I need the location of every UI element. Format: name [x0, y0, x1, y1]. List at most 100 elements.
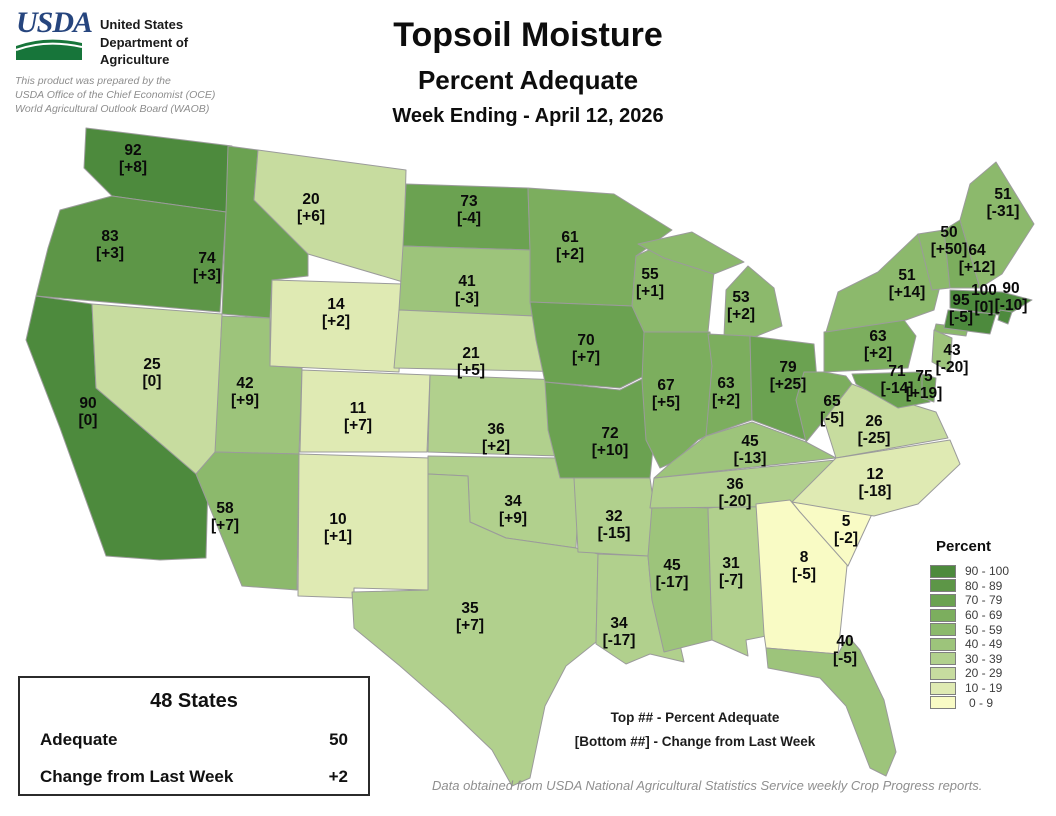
summary-row-adequate: Adequate 50: [20, 730, 368, 750]
title-block: Topsoil Moisture Percent Adequate Week E…: [288, 16, 768, 128]
legend-swatch: [930, 637, 956, 651]
agency-line: Agriculture: [100, 52, 170, 67]
legend-range-label: 50 - 59: [965, 622, 1003, 637]
state-shapes: [25, 127, 1035, 787]
state-label-NM: 10 [+1]: [324, 511, 352, 545]
state-AZ: [195, 451, 300, 591]
state-labels: 92 [+8] 83 [+3] 90 [0] 25 [0] 74 [+3] 20 [+6] 14 [+2]…: [79, 142, 1028, 667]
map-legend: Percent 90 - 100 80 - 89 70 - 79 60 - 69 50 …: [930, 538, 1009, 710]
state-label-VT: 50 [+50]: [931, 224, 968, 258]
state-label-TN: 36 [-20]: [719, 476, 752, 510]
data-source-note: Data obtained from USDA National Agricul…: [432, 778, 983, 793]
state-label-UT: 42 [+9]: [231, 375, 259, 409]
disclaimer-line: USDA Office of the Chief Economist (OCE): [15, 89, 216, 101]
state-FL: [765, 635, 897, 777]
reading-notes: Top ## - Percent Adequate [Bottom ##] - …: [495, 706, 895, 754]
state-label-OK: 34 [+9]: [499, 493, 527, 527]
state-label-AL: 31 [-7]: [719, 555, 743, 589]
legend-range-label: 20 - 29: [965, 666, 1003, 681]
legend-swatch: [930, 652, 956, 666]
state-NM: [297, 453, 431, 599]
legend-row: 20 - 29: [930, 666, 1009, 681]
state-ME: [959, 161, 1035, 289]
state-label-AR: 32 [-15]: [598, 508, 631, 542]
agency-name: United States Department of Agriculture: [100, 16, 188, 69]
state-label-MN: 61 [+2]: [556, 229, 584, 263]
agency-line: United States: [100, 17, 184, 32]
agency-line: Department of: [100, 34, 189, 50]
state-OR: [35, 195, 227, 313]
week-ending-label: Week Ending - April 12, 2026: [392, 105, 664, 127]
state-NC: [791, 439, 961, 517]
state-label-ND: 73 [-4]: [457, 193, 481, 227]
preparer-disclaimer: This product was prepared by the USDA Of…: [15, 74, 215, 116]
state-label-CT: 90 [-10]: [995, 280, 1028, 314]
state-WY: [269, 279, 404, 373]
legend-row: 40 - 49: [930, 637, 1009, 652]
state-MT: [253, 149, 407, 283]
state-label-SD: 41 [-3]: [455, 273, 479, 307]
legend-row: 80 - 89: [930, 579, 1009, 594]
state-label-NE: 21 [+5]: [457, 345, 485, 379]
state-DE: [921, 373, 937, 403]
state-NJ: [931, 329, 953, 373]
state-CT: [943, 309, 997, 335]
state-label-WY: 14 [+2]: [322, 296, 350, 330]
state-MA: [949, 289, 1033, 317]
usda-logo-text: USDA: [16, 6, 93, 39]
legend-range-label: 0 - 9: [969, 695, 994, 710]
state-label-TX: 35 [+7]: [456, 600, 484, 634]
state-label-LA: 34 [-17]: [603, 615, 636, 649]
state-label-OH: 79 [+25]: [770, 359, 807, 393]
state-label-MT: 20 [+6]: [297, 191, 325, 225]
legend-row: 60 - 69: [930, 608, 1009, 623]
state-label-MA: 95 [-5]: [949, 292, 973, 326]
summary-row-value: +2: [328, 767, 348, 786]
legend-row: 90 - 100: [930, 564, 1009, 579]
state-label-WV: 65 [-5]: [820, 393, 844, 427]
legend-swatch: [930, 666, 956, 680]
legend-range-label: 90 - 100: [965, 564, 1010, 579]
disclaimer-line: World Agricultural Outlook Board (WAOB): [15, 103, 210, 115]
state-label-MS: 45 [-17]: [656, 557, 689, 591]
state-label-FL: 40 [-5]: [833, 633, 857, 667]
disclaimer-line: This product was prepared by the: [15, 75, 171, 87]
state-label-MD: 71 [-14]: [881, 363, 914, 397]
state-label-CO: 11 [+7]: [344, 400, 372, 434]
state-label-SC: 5 [-2]: [834, 513, 858, 547]
legend-swatch: [930, 564, 956, 578]
state-label-NJ: 43 [-20]: [936, 342, 969, 376]
summary-row-change: Change from Last Week +2: [20, 767, 368, 787]
state-MD: [851, 371, 931, 409]
state-label-NH: 64 [+12]: [959, 242, 996, 276]
summary-title: 48 States: [150, 690, 238, 712]
legend-row: 10 - 19: [930, 681, 1009, 696]
state-label-MO: 72 [+10]: [592, 425, 629, 459]
state-label-WI: 55 [+1]: [636, 266, 664, 300]
legend-range-label: 10 - 19: [965, 681, 1003, 696]
legend-range-label: 30 - 39: [965, 651, 1003, 666]
legend-title: Percent: [936, 538, 992, 555]
state-label-GA: 8 [-5]: [792, 549, 816, 583]
legend-row: 30 - 39: [930, 652, 1009, 667]
state-label-IN: 63 [+2]: [712, 375, 740, 409]
state-label-CA: 90 [0]: [79, 395, 98, 429]
usda-logo-swoosh-icon: [16, 39, 82, 60]
legend-swatch: [930, 696, 956, 710]
legend-swatch: [930, 623, 956, 637]
state-TX: [351, 473, 599, 787]
legend-swatch: [930, 608, 956, 622]
note-top-value: Top ## - Percent Adequate: [610, 710, 780, 725]
state-label-PA: 63 [+2]: [864, 328, 892, 362]
summary-row-label: Change from Last Week: [40, 767, 234, 786]
summary-row-label: Adequate: [40, 730, 118, 749]
summary-row-value: 50: [329, 730, 348, 749]
state-label-IL: 67 [+5]: [652, 377, 680, 411]
legend-range-label: 40 - 49: [965, 637, 1003, 652]
legend-row: 0 - 9: [930, 695, 1009, 710]
state-RI: [997, 309, 1013, 325]
state-CO: [299, 369, 431, 453]
legend-row: 50 - 59: [930, 622, 1009, 637]
